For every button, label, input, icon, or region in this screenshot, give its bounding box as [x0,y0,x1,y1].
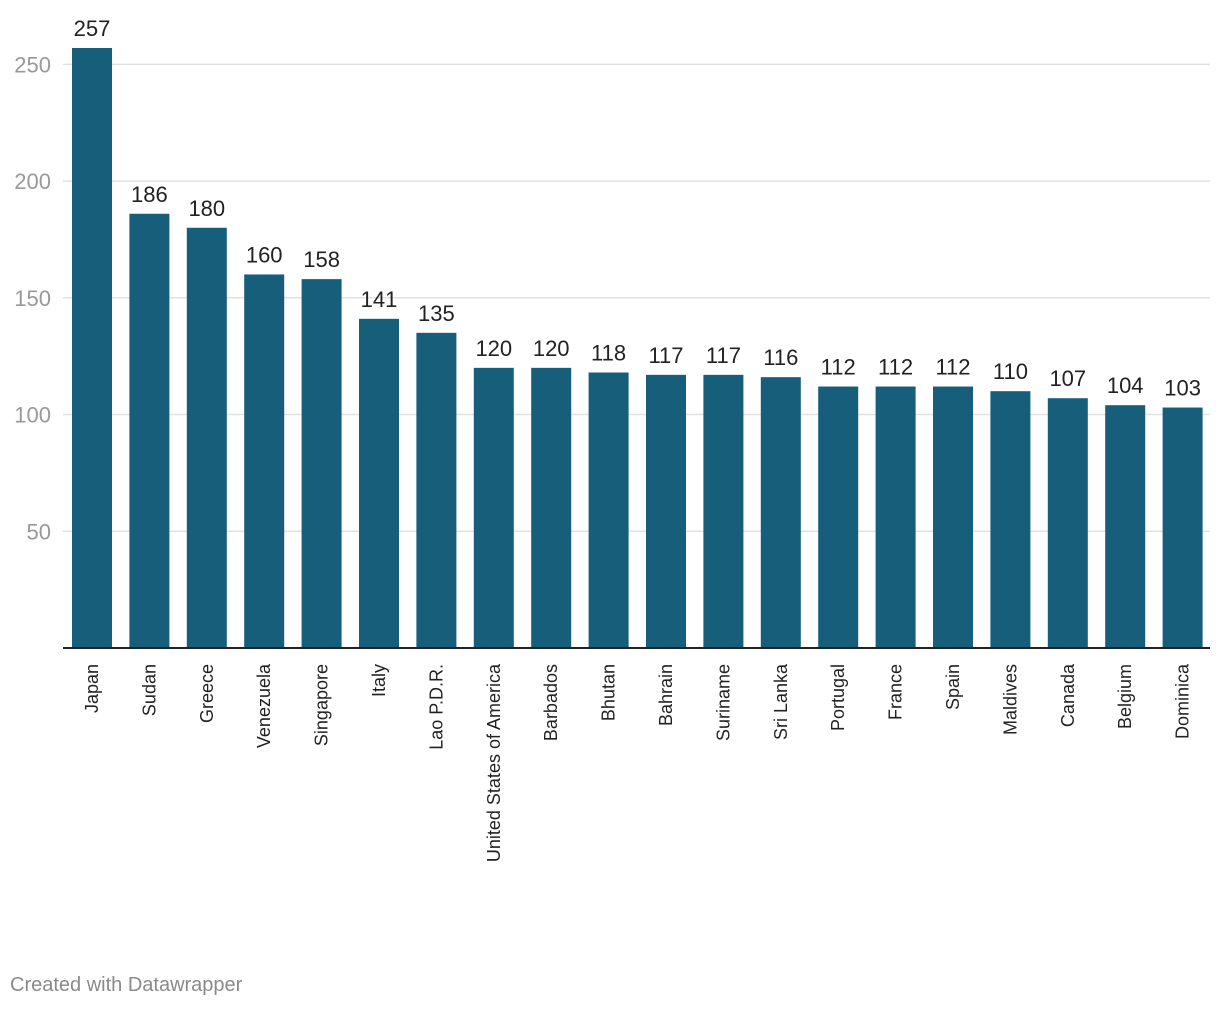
footer-credit: Created with Datawrapper [10,974,243,996]
bar [875,386,916,648]
x-tick-label: Venezuela [254,663,274,748]
bar [646,374,686,648]
y-tick-label: 50 [27,519,51,544]
bar [301,279,342,648]
bar [473,367,514,648]
data-label: 135 [418,301,455,326]
grid-lines [63,63,1210,533]
y-tick-label: 200 [14,169,51,194]
x-tick-label: Canada [1058,663,1078,727]
x-tick-label: France [886,664,906,720]
x-tick-label: Suriname [713,664,733,741]
data-label: 104 [1107,373,1144,398]
x-tick-label: Italy [369,664,389,697]
data-label: 110 [993,359,1028,384]
bar [244,274,285,648]
data-label: 120 [533,336,570,361]
x-tick-label: Barbados [541,664,561,741]
x-tick-label: United States of America [484,663,504,862]
x-tick-label: Sudan [139,664,159,716]
chart-area: 50 100 150 200 250 257 186 180 160 158 141 135 120 1… [14,16,1210,862]
x-tick-label: Japan [82,664,102,713]
data-label: 160 [246,242,283,267]
x-tick-label: Dominica [1173,663,1193,739]
x-tick-label: Spain [943,664,963,710]
y-axis-ticks: 50 100 150 200 250 [14,52,51,544]
bar [703,374,744,648]
data-label: 186 [131,182,168,207]
data-label: 141 [361,287,398,312]
x-tick-label: Bhutan [599,664,619,721]
data-label: 112 [821,355,856,380]
data-label: 257 [74,16,111,41]
data-label: 180 [188,196,225,221]
y-tick-label: 150 [14,286,51,311]
bar [1047,398,1088,648]
bar [359,318,399,648]
data-label: 107 [1049,366,1086,391]
data-label: 117 [648,343,683,368]
bar [129,213,170,648]
bar [72,48,112,648]
data-label: 118 [591,341,626,366]
bar [588,372,629,648]
x-tick-label: Sri Lanka [771,663,791,740]
bar [1162,407,1203,648]
bars [72,48,1203,648]
bar [1105,405,1146,648]
x-tick-label: Greece [197,664,217,723]
x-tick-label: Lao P.D.R. [426,664,446,750]
data-label: 103 [1164,376,1201,401]
x-tick-label: Bahrain [656,664,676,726]
x-tick-label: Portugal [828,664,848,731]
x-tick-label: Maldives [1000,664,1020,735]
x-tick-label: Singapore [312,664,332,746]
x-tick-label: Belgium [1115,664,1135,729]
data-label: 117 [706,343,741,368]
bar [186,227,227,648]
bar [990,391,1031,648]
bar [760,377,801,648]
data-label: 112 [935,355,970,380]
data-labels: 257 186 180 160 158 141 135 120 120 118 117 117 116 1… [74,16,1201,401]
y-tick-label: 250 [14,52,51,77]
bar [416,332,457,648]
data-label: 116 [763,345,798,370]
bar [818,386,859,648]
y-tick-label: 100 [14,403,51,428]
x-axis-ticks: Japan Sudan Greece Venezuela Singapore Italy L… [82,663,1193,862]
data-label: 120 [475,336,512,361]
bar [933,386,973,648]
data-label: 158 [303,247,340,272]
bar-chart: 50 100 150 200 250 257 186 180 160 158 141 135 120 1… [14,16,1210,862]
data-label: 112 [878,355,913,380]
bar [531,367,572,648]
